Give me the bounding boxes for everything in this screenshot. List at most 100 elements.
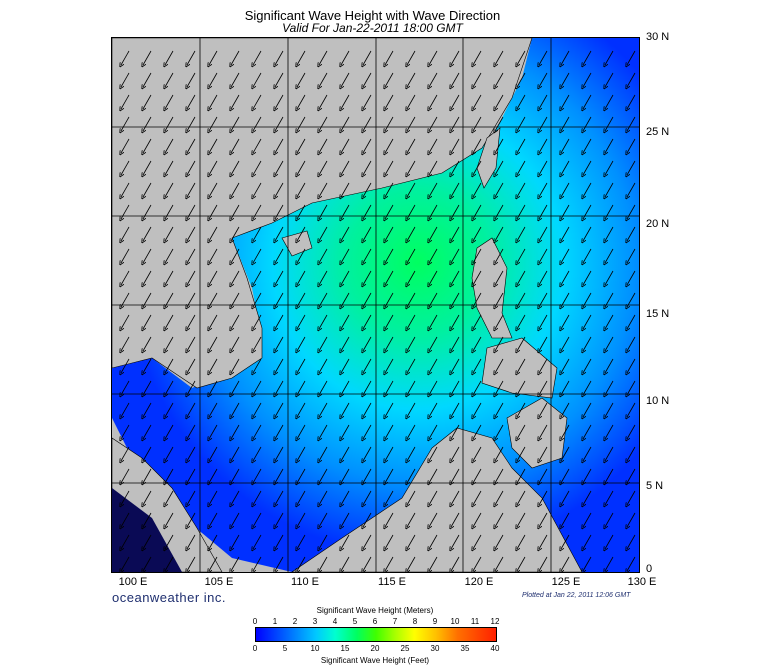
wave-arrow — [451, 160, 460, 175]
wave-arrow — [583, 116, 592, 131]
wave-arrow — [539, 490, 548, 505]
wave-arrow — [473, 490, 482, 505]
wave-arrow — [407, 534, 416, 549]
wave-arrow — [341, 182, 350, 197]
wave-arrow — [561, 336, 570, 351]
wave-arrow — [627, 160, 636, 175]
lon-label-115: 115 E — [378, 576, 406, 588]
wave-arrow — [253, 468, 262, 483]
wave-arrow — [561, 424, 570, 439]
wave-arrow — [209, 292, 218, 307]
wave-arrow — [385, 270, 394, 285]
wave-arrow — [495, 50, 504, 65]
wave-arrow — [319, 446, 328, 461]
wave-arrow — [231, 94, 240, 109]
wave-arrow — [517, 182, 526, 197]
wave-arrow — [209, 512, 218, 527]
wave-arrow — [297, 490, 306, 505]
wave-arrow — [319, 534, 328, 549]
wave-arrow — [187, 72, 196, 87]
wave-arrow — [231, 402, 240, 417]
wave-arrow — [495, 358, 504, 373]
feet-tick: 40 — [490, 644, 500, 653]
wave-arrow — [209, 226, 218, 241]
wave-arrow — [363, 270, 372, 285]
wave-arrow — [429, 270, 438, 285]
wave-arrow — [605, 380, 614, 395]
wave-arrow — [341, 358, 350, 373]
wave-arrow — [121, 138, 130, 153]
wave-arrow — [187, 160, 196, 175]
wave-arrow — [451, 116, 460, 131]
wave-arrow — [539, 226, 548, 241]
wave-arrow — [187, 204, 196, 219]
wave-arrow — [605, 336, 614, 351]
wave-arrow — [583, 160, 592, 175]
wave-arrow — [407, 160, 416, 175]
wave-arrow — [209, 490, 218, 505]
lat-label-20: 20 N — [646, 218, 670, 230]
wave-arrow — [539, 72, 548, 87]
wave-arrow — [297, 358, 306, 373]
wave-arrow — [165, 424, 174, 439]
wave-arrow — [473, 424, 482, 439]
wave-arrow — [627, 116, 636, 131]
wave-arrow — [561, 138, 570, 153]
wave-arrow — [429, 380, 438, 395]
wave-arrow — [297, 468, 306, 483]
wave-arrow — [561, 402, 570, 417]
wave-arrow — [429, 292, 438, 307]
wave-arrow — [363, 380, 372, 395]
wave-arrow — [165, 72, 174, 87]
wave-arrow — [539, 270, 548, 285]
wave-arrow — [517, 468, 526, 483]
wave-arrow — [297, 424, 306, 439]
wave-arrow — [561, 270, 570, 285]
wave-arrow — [297, 182, 306, 197]
wave-arrow — [407, 182, 416, 197]
wave-arrow — [363, 336, 372, 351]
wave-arrow — [363, 248, 372, 263]
wave-arrow — [319, 490, 328, 505]
wave-arrow — [209, 116, 218, 131]
wave-arrow — [473, 226, 482, 241]
wave-arrow — [539, 402, 548, 417]
wave-arrow — [363, 160, 372, 175]
feet-tick: 0 — [252, 644, 258, 653]
wave-arrow — [275, 116, 284, 131]
wave-arrow — [165, 160, 174, 175]
wave-arrow — [407, 446, 416, 461]
wave-arrow — [583, 94, 592, 109]
brand-logo-text: oceanweather inc. — [112, 590, 227, 605]
wave-arrow — [517, 138, 526, 153]
wave-arrow — [495, 468, 504, 483]
meters-tick: 3 — [312, 617, 318, 626]
wave-arrow — [583, 72, 592, 87]
wave-arrow — [231, 336, 240, 351]
wave-arrow — [209, 336, 218, 351]
wave-arrow — [253, 248, 262, 263]
wave-arrow — [517, 446, 526, 461]
wave-arrow — [473, 270, 482, 285]
wave-arrow — [253, 534, 262, 549]
wave-arrow — [253, 314, 262, 329]
wave-arrow — [165, 292, 174, 307]
wave-arrow — [341, 402, 350, 417]
wave-arrow — [407, 292, 416, 307]
wave-arrow — [187, 116, 196, 131]
wave-arrow — [473, 468, 482, 483]
wave-arrow — [165, 512, 174, 527]
wave-arrow — [385, 226, 394, 241]
wave-arrow — [517, 292, 526, 307]
wave-arrow — [561, 358, 570, 373]
wave-arrow — [209, 380, 218, 395]
wave-arrow — [627, 380, 636, 395]
wave-arrow — [231, 248, 240, 263]
wave-arrow — [341, 270, 350, 285]
plotted-timestamp: Plotted at Jan 22, 2011 12:06 GMT — [522, 592, 631, 599]
wave-arrow — [429, 512, 438, 527]
wave-arrow — [473, 204, 482, 219]
meters-tick: 5 — [352, 617, 358, 626]
wave-arrow — [429, 358, 438, 373]
wave-arrow — [121, 182, 130, 197]
